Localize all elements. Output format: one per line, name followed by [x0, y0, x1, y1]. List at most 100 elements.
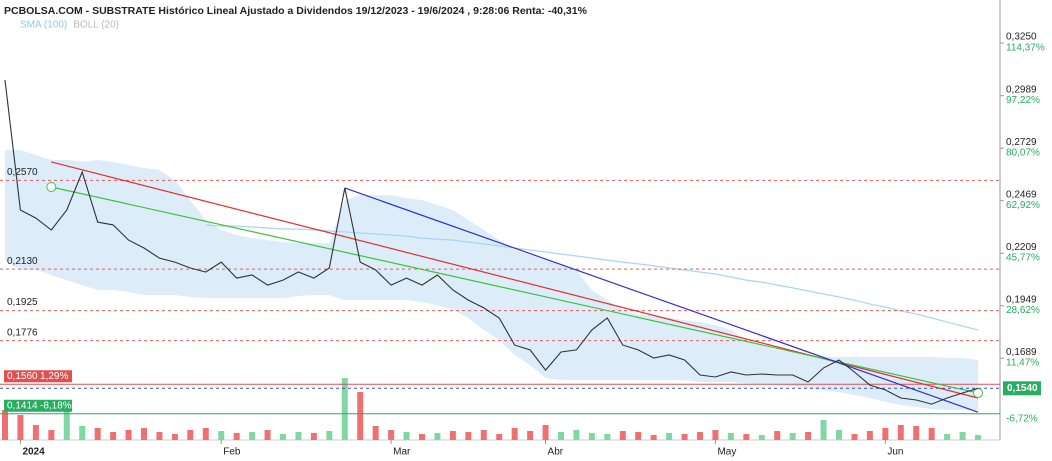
level-label: 0,1925: [7, 297, 38, 308]
volume-bar: [836, 430, 842, 440]
y2-tick-label: 114,37%: [1006, 43, 1045, 54]
x-tick-label: Mar: [393, 447, 411, 458]
price-label-bg: [1003, 381, 1041, 396]
volume-bar: [697, 432, 703, 440]
volume-bar: [372, 426, 379, 440]
volume-bar: [32, 425, 39, 440]
volume-bar: [419, 434, 425, 440]
volume-bar: [17, 415, 24, 440]
volume-bar: [496, 434, 503, 440]
volume-bar: [280, 434, 286, 440]
y-tick-label: 0,2729: [1006, 137, 1037, 148]
level-change: 1,29%: [40, 371, 68, 382]
volume-bar: [449, 431, 456, 440]
volume-bar: [928, 428, 935, 440]
level-label: 0,1776: [7, 327, 38, 338]
volume-bar: [403, 432, 410, 440]
y2-tick-label: 45,77%: [1006, 253, 1040, 264]
volume-bar: [619, 431, 626, 440]
price-label: 0,1540: [1007, 383, 1038, 394]
volume-bar: [588, 433, 595, 440]
price-line: [4, 79, 979, 405]
volume-bar: [202, 428, 209, 440]
volume-bar: [635, 432, 642, 440]
volume-bar: [573, 430, 580, 440]
trend-line: [344, 187, 979, 413]
volume-bar: [758, 435, 765, 440]
volume-bar: [959, 432, 966, 440]
y-tick-label: 0,3250: [1006, 32, 1037, 43]
volume-bar: [357, 392, 364, 440]
volume-bar: [480, 430, 487, 440]
level-label: 0,1560: [7, 371, 38, 382]
bollinger-band: [5, 150, 978, 411]
level-label: 0,2130: [7, 256, 38, 267]
volume-bar: [141, 428, 147, 440]
x-tick-label: Jun: [887, 447, 903, 458]
level-change: -8,18%: [40, 400, 72, 411]
volume-bar: [434, 433, 441, 440]
trend-handle: [46, 181, 57, 192]
volume-bar: [866, 431, 873, 440]
y2-tick-label: 97,22%: [1006, 95, 1040, 106]
volume-bar: [774, 431, 781, 440]
volume-bar: [727, 433, 734, 440]
level-label-bg: [4, 399, 72, 412]
x-tick-label: May: [717, 447, 736, 458]
volume-bar: [310, 433, 317, 440]
volume-bar: [110, 432, 117, 440]
volume-bar: [542, 425, 549, 440]
y-tick-label: 0,2469: [1006, 189, 1037, 200]
y2-tick-label: -6,72%: [1006, 413, 1038, 424]
volume-bar: [882, 428, 889, 440]
y-tick-label: 0,1949: [1006, 294, 1037, 305]
volume-bar: [604, 434, 611, 440]
level-label-bg: [4, 370, 72, 383]
volume-bar: [94, 428, 101, 440]
volume-bar: [913, 426, 920, 440]
volume-bar: [187, 430, 194, 440]
volume-bar: [944, 434, 951, 440]
volume-bar: [743, 434, 750, 440]
volume-bar: [789, 433, 796, 440]
y2-tick-label: 62,92%: [1006, 200, 1040, 211]
y2-tick-label: 80,07%: [1006, 148, 1040, 159]
volume-bar: [465, 432, 472, 440]
x-tick-label: Abr: [548, 447, 564, 458]
volume-bar: [341, 378, 348, 440]
chart-title: PCBOLSA.COM - SUBSTRATE Histórico Lineal…: [4, 5, 588, 17]
volume-bar: [326, 431, 333, 440]
volume-bar: [125, 430, 132, 440]
level-label: 0,1414: [7, 400, 38, 411]
volume-bar: [233, 433, 240, 440]
x-tick-label: Feb: [223, 447, 241, 458]
volume-bar: [388, 430, 395, 440]
legend-entry: BOLL (20): [73, 20, 119, 31]
volume-bar: [897, 425, 904, 440]
volume-bar: [820, 420, 827, 440]
volume-bar: [650, 435, 657, 440]
volume-bar: [79, 426, 86, 440]
volume-bar: [527, 431, 534, 440]
sma-line: [205, 224, 979, 331]
y-tick-label: 0,2209: [1006, 242, 1037, 253]
volume-bar: [2, 410, 8, 440]
y2-tick-label: 11,47%: [1006, 358, 1039, 369]
volume-bar: [218, 431, 225, 440]
trend-line: [51, 186, 979, 394]
volume-bar: [511, 428, 518, 440]
y-tick-label: 0,1689: [1006, 347, 1037, 358]
level-label: 0,2570: [7, 167, 38, 178]
y-tick-label: 0,2989: [1006, 84, 1037, 95]
volume-bar: [805, 432, 812, 440]
volume-bar: [295, 432, 302, 440]
volume-bar: [666, 433, 673, 440]
volume-bar: [63, 405, 70, 440]
legend-entry: SMA (100): [20, 20, 67, 31]
volume-bar: [975, 435, 981, 440]
volume-bar: [851, 434, 858, 440]
volume-bar: [681, 434, 688, 440]
volume-bar: [48, 430, 55, 440]
y2-tick-label: 28,62%: [1006, 305, 1040, 316]
